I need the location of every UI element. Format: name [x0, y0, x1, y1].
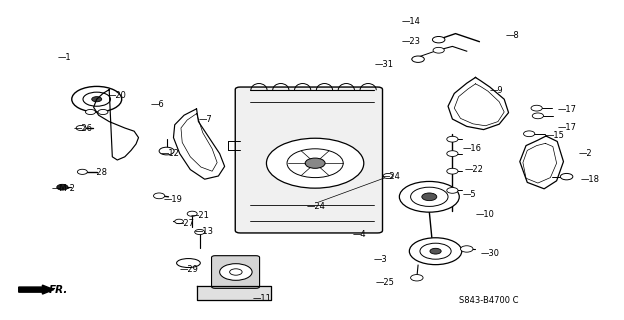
Circle shape [98, 109, 108, 115]
Circle shape [85, 109, 95, 115]
Polygon shape [197, 286, 271, 300]
Circle shape [422, 193, 437, 201]
Text: —28: —28 [89, 168, 107, 177]
Circle shape [461, 246, 473, 252]
Text: —21: —21 [190, 211, 209, 220]
Circle shape [447, 188, 458, 193]
Text: —12: —12 [161, 149, 180, 158]
Circle shape [532, 113, 544, 119]
Circle shape [175, 219, 183, 224]
Circle shape [412, 56, 424, 62]
Text: —26: —26 [74, 124, 92, 132]
Circle shape [560, 173, 573, 180]
Text: —30: —30 [480, 249, 499, 258]
Text: —13: —13 [195, 227, 213, 236]
Text: —5: —5 [463, 190, 477, 199]
Circle shape [432, 36, 445, 43]
FancyArrow shape [19, 285, 54, 294]
Text: —16: —16 [463, 144, 482, 153]
Text: —24: —24 [307, 202, 326, 211]
Circle shape [411, 275, 423, 281]
Text: —10: —10 [475, 210, 494, 219]
Text: —11: —11 [253, 294, 271, 303]
Text: S843-B4700 C: S843-B4700 C [459, 296, 518, 305]
Text: —4: —4 [353, 230, 366, 239]
Circle shape [447, 151, 458, 156]
Circle shape [220, 264, 252, 280]
Circle shape [447, 136, 458, 142]
FancyBboxPatch shape [212, 256, 260, 288]
Text: —19: —19 [163, 195, 182, 204]
Text: —2: —2 [579, 149, 593, 158]
Circle shape [524, 131, 535, 137]
Circle shape [383, 173, 393, 179]
Circle shape [187, 211, 197, 216]
Circle shape [447, 168, 458, 174]
Circle shape [92, 97, 102, 102]
FancyBboxPatch shape [235, 87, 383, 233]
Text: —15: —15 [546, 131, 565, 140]
Circle shape [195, 229, 205, 235]
Circle shape [57, 184, 68, 190]
Circle shape [409, 238, 462, 265]
Circle shape [420, 243, 451, 259]
Text: —18: —18 [580, 175, 599, 184]
Circle shape [76, 125, 86, 131]
Circle shape [266, 138, 364, 188]
Circle shape [83, 92, 110, 106]
Text: —17: —17 [557, 105, 576, 114]
Circle shape [305, 158, 325, 168]
Text: —8: —8 [505, 31, 519, 40]
Circle shape [159, 147, 174, 155]
Text: —22: —22 [465, 165, 484, 174]
Text: —M-2: —M-2 [51, 184, 75, 193]
Text: —6: —6 [151, 100, 165, 109]
Circle shape [430, 248, 441, 254]
Text: FR.: FR. [49, 284, 68, 295]
Circle shape [77, 169, 87, 174]
Text: —3: —3 [373, 255, 387, 264]
Circle shape [230, 269, 242, 275]
Text: —14: —14 [401, 17, 420, 26]
Text: —17: —17 [557, 123, 576, 132]
Text: —1: —1 [57, 53, 71, 62]
Text: —20: —20 [107, 91, 126, 100]
Text: —25: —25 [376, 278, 394, 287]
Text: —24: —24 [382, 172, 401, 180]
Circle shape [287, 149, 343, 178]
Text: —29: —29 [180, 265, 198, 274]
Text: —9: —9 [490, 86, 504, 95]
Text: —7: —7 [198, 115, 212, 124]
Circle shape [154, 193, 165, 199]
Circle shape [433, 47, 444, 53]
Circle shape [399, 181, 459, 212]
Text: —23: —23 [401, 37, 420, 46]
Text: —27: —27 [176, 220, 195, 228]
Circle shape [72, 86, 122, 112]
Circle shape [411, 187, 448, 206]
Circle shape [531, 105, 542, 111]
Ellipse shape [177, 259, 200, 268]
Text: —31: —31 [374, 60, 393, 68]
